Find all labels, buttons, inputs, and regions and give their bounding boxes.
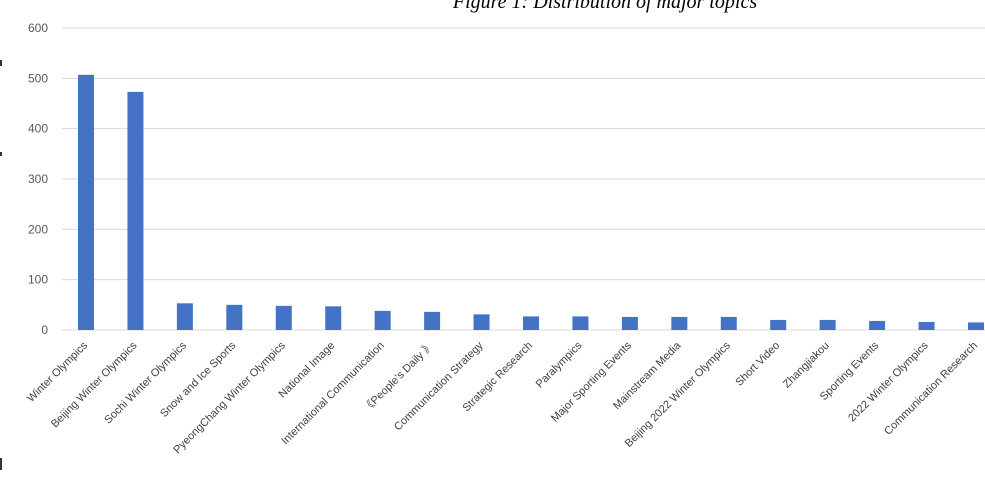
bar <box>325 306 342 330</box>
x-tick-label: Sochi Winter Olympics <box>102 339 189 426</box>
y-tick-label: 400 <box>28 122 48 136</box>
bar <box>78 74 94 330</box>
x-tick-label: Communication Research <box>882 340 980 438</box>
x-tick-label: 2022 Winter Olympics <box>846 339 931 424</box>
bar <box>473 314 490 330</box>
bar <box>671 316 688 330</box>
y-tick-label: 200 <box>28 222 48 236</box>
x-tick-label: Zhangjiakou <box>781 340 832 391</box>
x-tick-label: International Communication <box>279 340 387 448</box>
x-tick-label: Major Sporting Events <box>549 339 634 424</box>
y-axis-tick-labels: 0 100 200 300 400 500 600 <box>28 21 48 337</box>
bar <box>127 91 144 330</box>
x-tick-label: Communication Strategy <box>392 339 486 433</box>
x-tick-label: Paralympics <box>534 339 585 390</box>
x-tick-label: Beijing 2022 Winter Olympics <box>623 339 733 449</box>
y-tick-label: 600 <box>28 21 48 35</box>
bar <box>176 303 193 330</box>
bar <box>720 316 737 330</box>
y-tick-label: 500 <box>28 71 48 85</box>
y-tick-label: 100 <box>28 273 48 287</box>
bar <box>819 319 836 330</box>
bar <box>621 316 638 330</box>
page-edge-mark <box>0 458 2 470</box>
page-edge-mark <box>0 152 2 156</box>
y-tick-label: 0 <box>41 323 48 337</box>
y-tick-label: 300 <box>28 172 48 186</box>
bar <box>424 311 441 330</box>
bar <box>968 322 984 330</box>
chart-title: Figure 1: Distribution of major topics <box>452 0 758 13</box>
x-tick-label: Short Video <box>733 340 782 389</box>
gridlines <box>62 27 985 331</box>
bars <box>78 74 984 330</box>
bar <box>572 316 589 330</box>
bar <box>374 310 391 330</box>
bar <box>918 321 935 330</box>
bar <box>275 305 292 330</box>
x-tick-label: Beijing Winter Olympics <box>49 339 140 430</box>
bar <box>226 304 243 330</box>
bar <box>523 316 539 330</box>
bar <box>770 319 787 330</box>
bar <box>869 320 886 330</box>
x-tick-label: PyeongChang Winter Olympics <box>171 339 288 456</box>
page-edge-mark <box>0 60 2 66</box>
